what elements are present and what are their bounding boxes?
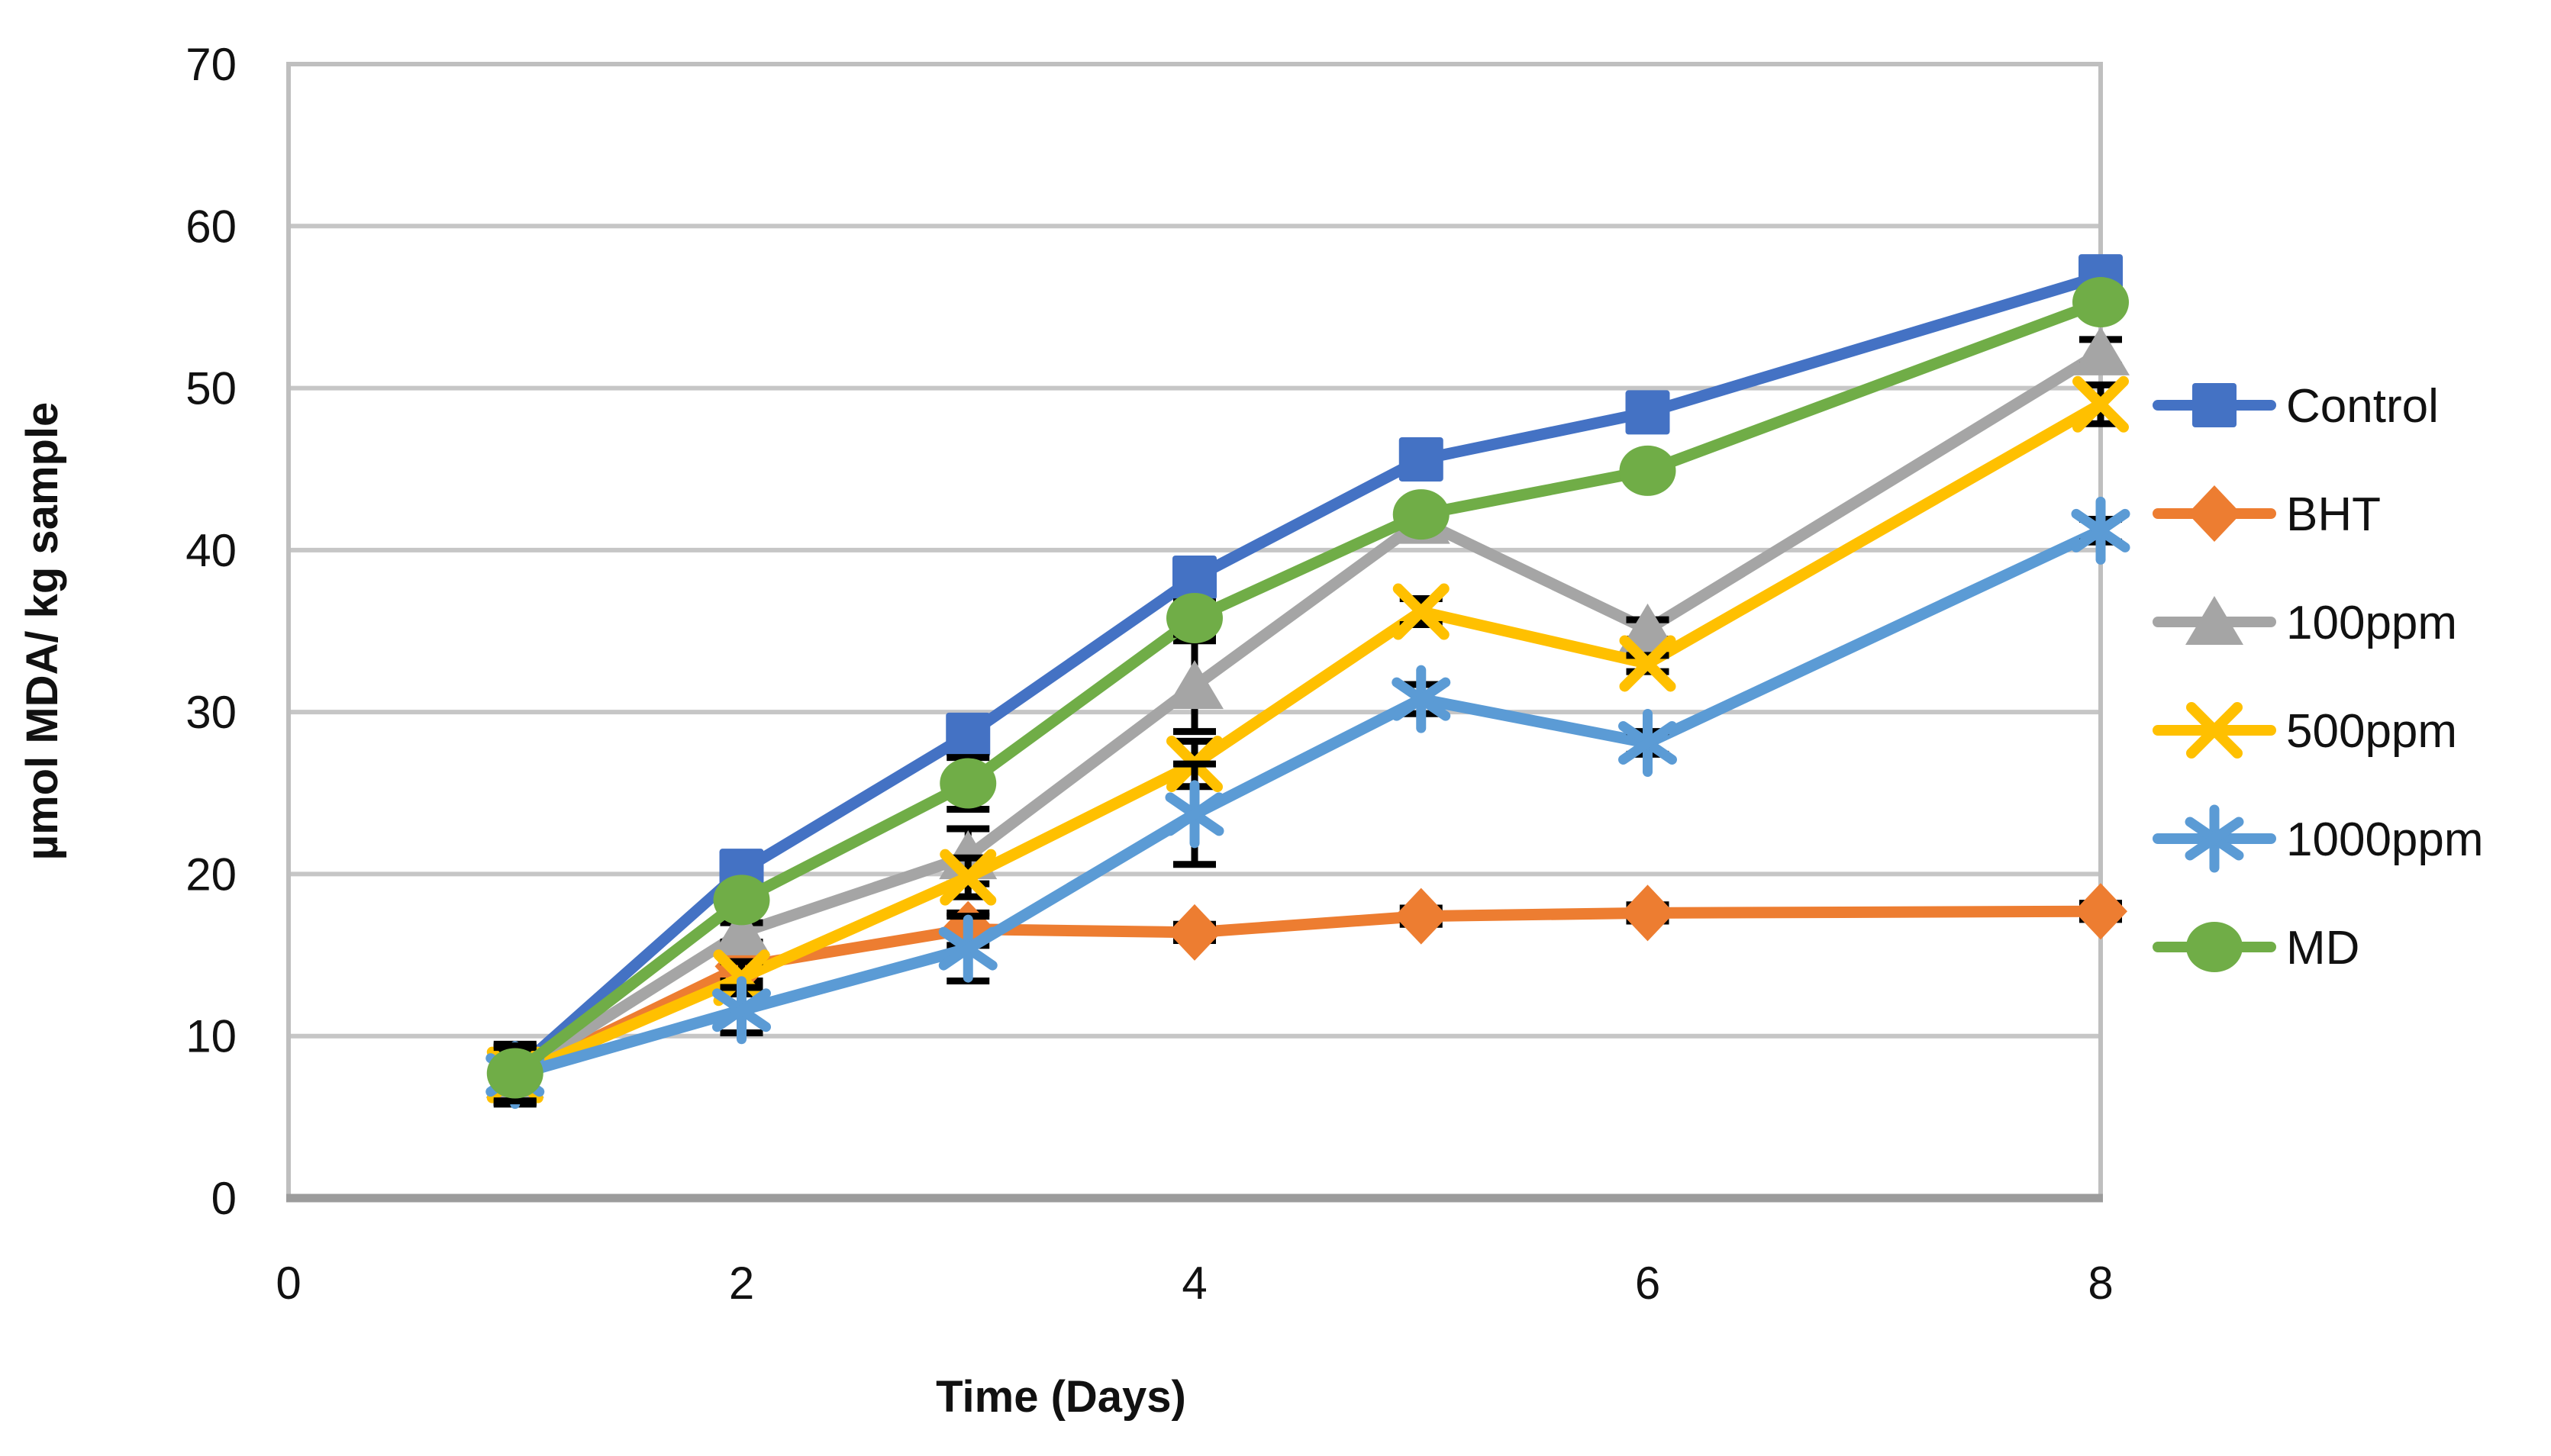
series-marker-circle (1392, 489, 1450, 540)
x-tick-label-0: 0 (276, 1258, 301, 1309)
y-tick-label-10: 10 (185, 1011, 237, 1062)
legend-item-100ppm: 100ppm (2153, 596, 2457, 649)
series-marker-square (1625, 390, 1670, 435)
legend-item-1000ppm: 1000ppm (2153, 804, 2484, 873)
series-marker-circle (940, 758, 997, 809)
series-marker-triangle (2072, 326, 2130, 375)
y-axis-title: µmol MDA/ kg sample (18, 402, 67, 861)
series-marker-x (2186, 702, 2243, 759)
series-marker-square (1398, 436, 1443, 482)
axis-tick-labels: 0 10 20 30 40 50 60 70 0 2 4 6 8 (185, 39, 2113, 1309)
series-line (509, 398, 2107, 1081)
y-tick-label-60: 60 (185, 201, 237, 252)
y-tick-label-40: 40 (185, 525, 237, 576)
series-marker-diamond (1168, 904, 1221, 961)
series-marker-asterisk (1618, 720, 1677, 765)
y-tick-label-0: 0 (211, 1173, 237, 1224)
series-marker-circle (1166, 593, 1223, 644)
series-marker-diamond (2188, 485, 2241, 542)
series-marker-circle (713, 875, 770, 926)
series-marker-x (1392, 583, 1450, 640)
series-marker-diamond (1394, 887, 1448, 945)
series-1000ppm (485, 496, 2130, 1110)
legend-label: 100ppm (2286, 597, 2457, 649)
series-marker-circle (486, 1048, 543, 1099)
x-tick-label-8: 8 (2088, 1258, 2113, 1309)
legend-item-MD: MD (2153, 922, 2359, 974)
y-gridlines (289, 62, 2101, 1039)
series-MD (486, 277, 2129, 1105)
series-marker-x (940, 849, 997, 906)
series-marker-asterisk (2185, 817, 2244, 861)
series-marker-diamond (1621, 884, 1675, 942)
legend: Control BHT 100ppm 500ppm 1000ppm MD (2153, 380, 2484, 974)
series-marker-triangle (2185, 596, 2243, 645)
y-tick-label-70: 70 (185, 39, 237, 90)
legend-label: 1000ppm (2286, 813, 2484, 866)
legend-item-500ppm: 500ppm (2153, 702, 2457, 759)
series-marker-x (1619, 635, 1676, 692)
x-axis-title: Time (Days) (936, 1372, 1186, 1422)
legend-label: 500ppm (2286, 705, 2457, 758)
y-tick-label-30: 30 (185, 687, 237, 738)
legend-label: BHT (2286, 488, 2381, 541)
series-marker-asterisk (938, 926, 998, 971)
x-tick-label-2: 2 (729, 1258, 754, 1309)
series-root (485, 254, 2130, 1110)
legend-item-Control: Control (2153, 380, 2439, 433)
x-tick-label-4: 4 (1182, 1258, 1207, 1309)
series-marker-square (946, 712, 991, 757)
series-marker-asterisk (1392, 677, 1451, 721)
y-tick-label-50: 50 (185, 363, 237, 414)
legend-item-BHT: BHT (2153, 485, 2381, 542)
series-marker-asterisk (1165, 792, 1224, 836)
x-tick-label-6: 6 (1635, 1258, 1660, 1309)
series-marker-circle (1619, 445, 1676, 496)
y-tick-label-20: 20 (185, 849, 237, 900)
series-marker-diamond (2074, 883, 2127, 940)
series-marker-square (2192, 383, 2237, 427)
plot-border (286, 62, 2103, 1203)
series-marker-circle (2072, 277, 2129, 328)
series-marker-square (1172, 555, 1217, 600)
legend-label: MD (2286, 922, 2359, 974)
series-marker-triangle (1618, 603, 1677, 652)
series-marker-triangle (1166, 660, 1224, 710)
series-marker-asterisk (712, 988, 771, 1032)
series-marker-asterisk (2071, 508, 2130, 552)
legend-label: Control (2286, 380, 2439, 433)
series-marker-triangle (712, 906, 771, 955)
series-marker-circle (2186, 922, 2243, 972)
series-marker-x (2072, 375, 2129, 433)
